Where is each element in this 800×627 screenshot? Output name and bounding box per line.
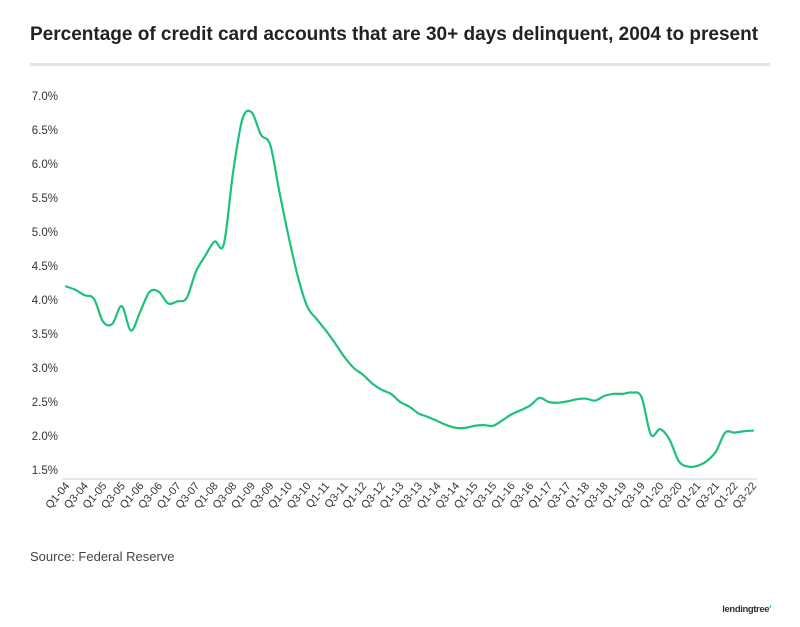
y-tick-label: 5.0% xyxy=(32,227,58,239)
data-point xyxy=(492,425,494,427)
chart-title: Percentage of credit card accounts that … xyxy=(30,24,759,45)
delinquency-rate-line xyxy=(64,109,755,469)
data-point xyxy=(102,321,104,323)
data-point xyxy=(390,393,392,395)
y-tick-label: 3.0% xyxy=(32,363,58,375)
data-point xyxy=(650,433,652,435)
data-point xyxy=(585,397,587,399)
data-point xyxy=(473,425,475,427)
data-point xyxy=(65,285,67,287)
data-point xyxy=(260,134,262,136)
data-point xyxy=(408,406,410,408)
data-point xyxy=(696,465,698,467)
data-point xyxy=(724,431,726,433)
data-point xyxy=(380,389,382,391)
y-tick-label: 3.5% xyxy=(32,329,58,341)
data-point xyxy=(362,374,364,376)
data-point xyxy=(111,323,113,325)
series-group xyxy=(64,109,755,469)
y-tick-label: 4.5% xyxy=(32,261,58,273)
data-point xyxy=(483,424,485,426)
y-tick-label: 5.5% xyxy=(32,193,58,205)
source-note: Source: Federal Reserve xyxy=(30,549,175,564)
y-axis-ticks: 7.0% 6.5% 6.0% 5.5% 5.0% 4.5% 4.0% 3.5% 3.0% 2.5%… xyxy=(32,91,58,477)
data-point xyxy=(130,329,132,331)
data-point xyxy=(139,310,141,312)
data-point xyxy=(353,367,355,369)
data-point xyxy=(148,291,150,293)
data-point xyxy=(668,438,670,440)
data-point xyxy=(241,118,243,120)
data-point xyxy=(334,342,336,344)
title-divider xyxy=(30,63,770,66)
data-point xyxy=(343,356,345,358)
data-point xyxy=(250,111,252,113)
data-point xyxy=(733,431,735,433)
data-point xyxy=(566,400,568,402)
data-point xyxy=(687,465,689,467)
data-point xyxy=(232,171,234,173)
data-point xyxy=(93,297,95,299)
data-point xyxy=(575,398,577,400)
data-point xyxy=(743,430,745,432)
y-tick-label: 1.5% xyxy=(32,465,58,477)
data-point xyxy=(278,191,280,193)
data-point xyxy=(74,289,76,291)
data-point xyxy=(622,393,624,395)
data-point xyxy=(613,393,615,395)
data-point xyxy=(464,427,466,429)
data-point xyxy=(269,144,271,146)
data-point xyxy=(315,318,317,320)
data-point xyxy=(223,243,225,245)
x-axis-ticks: Q1-04Q3-04Q1-05Q3-05Q1-06Q3-06Q1-07Q3-07… xyxy=(43,480,759,511)
data-point xyxy=(297,276,299,278)
y-tick-label: 2.5% xyxy=(32,397,58,409)
data-point xyxy=(631,391,633,393)
data-point xyxy=(594,399,596,401)
data-point xyxy=(445,424,447,426)
data-point xyxy=(715,450,717,452)
data-point xyxy=(158,291,160,293)
data-point xyxy=(325,329,327,331)
data-point xyxy=(306,306,308,308)
data-point xyxy=(121,305,123,307)
data-point xyxy=(204,255,206,257)
data-point xyxy=(510,413,512,415)
data-point xyxy=(288,236,290,238)
data-point xyxy=(185,297,187,299)
data-point xyxy=(548,401,550,403)
lendingtree-logo: lendingtree′ xyxy=(722,604,771,615)
data-point xyxy=(176,300,178,302)
data-point xyxy=(399,401,401,403)
data-point xyxy=(640,396,642,398)
data-point xyxy=(83,294,85,296)
data-point xyxy=(659,428,661,430)
data-point xyxy=(213,240,215,242)
data-point xyxy=(371,382,373,384)
y-tick-label: 4.0% xyxy=(32,295,58,307)
data-point xyxy=(752,429,754,431)
data-point xyxy=(538,397,540,399)
data-point xyxy=(529,404,531,406)
data-point xyxy=(418,412,420,414)
y-tick-label: 6.5% xyxy=(32,125,58,137)
data-point xyxy=(427,416,429,418)
y-tick-label: 2.0% xyxy=(32,431,58,443)
data-point xyxy=(167,302,169,304)
data-point xyxy=(678,460,680,462)
data-point xyxy=(603,395,605,397)
data-point xyxy=(557,401,559,403)
data-point xyxy=(436,420,438,422)
y-tick-label: 6.0% xyxy=(32,159,58,171)
data-point xyxy=(520,409,522,411)
data-point xyxy=(705,460,707,462)
data-point xyxy=(501,419,503,421)
y-tick-label: 7.0% xyxy=(32,91,58,103)
data-point xyxy=(195,270,197,272)
data-point xyxy=(455,427,457,429)
